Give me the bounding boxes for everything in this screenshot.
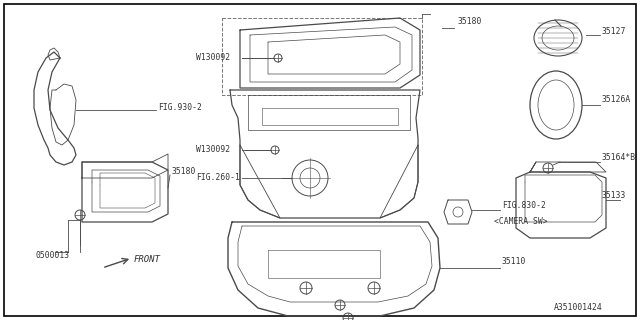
Text: 35180: 35180: [172, 167, 196, 177]
Text: <CAMERA SW>: <CAMERA SW>: [494, 218, 548, 227]
Text: 35110: 35110: [502, 258, 526, 267]
Text: 35133: 35133: [602, 191, 627, 201]
Text: 35180: 35180: [458, 18, 483, 27]
Text: FIG.260-1: FIG.260-1: [196, 173, 240, 182]
Text: W130092: W130092: [196, 53, 230, 62]
Text: 35164*B: 35164*B: [602, 154, 636, 163]
Text: FIG.830-2: FIG.830-2: [502, 201, 546, 210]
Text: FIG.930-2: FIG.930-2: [158, 103, 202, 113]
Text: A351001424: A351001424: [554, 303, 603, 313]
Text: 35127: 35127: [602, 28, 627, 36]
Text: FRONT: FRONT: [134, 255, 161, 265]
Text: W130092: W130092: [196, 146, 230, 155]
Text: 35126A: 35126A: [602, 95, 631, 105]
Text: 0500013: 0500013: [36, 251, 70, 260]
